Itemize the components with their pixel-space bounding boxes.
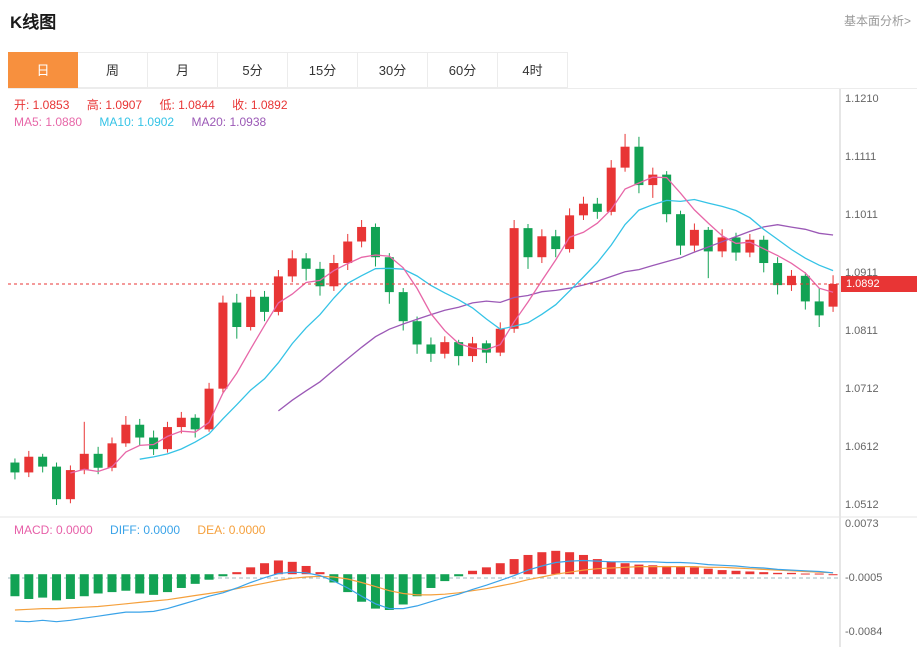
tab-60min[interactable]: 60分 <box>428 52 498 88</box>
macd-legend: MACD: 0.0000 DIFF: 0.0000 DEA: 0.0000 <box>14 523 279 537</box>
open-value: 开: 1.0853 <box>14 98 70 112</box>
timeframe-tabbar: 日 周 月 5分 15分 30分 60分 4时 <box>8 52 917 89</box>
y-axis-label: 1.0712 <box>845 383 879 395</box>
tab-4hour[interactable]: 4时 <box>498 52 568 88</box>
current-price-tag: 1.0892 <box>841 276 917 292</box>
y-axis-label: 1.0811 <box>845 325 878 337</box>
ma20-value: MA20: 1.0938 <box>191 115 267 129</box>
ma-legend: MA5: 1.0880 MA10: 1.0902 MA20: 1.0938 <box>14 115 280 129</box>
macd-axis-label: -0.0084 <box>845 626 883 638</box>
tab-15min[interactable]: 15分 <box>288 52 358 88</box>
dea-value: DEA: 0.0000 <box>197 523 266 537</box>
tab-month[interactable]: 月 <box>148 52 218 88</box>
ohlc-legend: 开: 1.0853 高: 1.0907 低: 1.0844 收: 1.0892 <box>14 96 302 113</box>
diff-value: DIFF: 0.0000 <box>110 523 181 537</box>
page-title: K线图 <box>10 13 57 32</box>
close-value: 收: 1.0892 <box>232 98 288 112</box>
ma5-value: MA5: 1.0880 <box>14 115 83 129</box>
macd-value: MACD: 0.0000 <box>14 523 93 537</box>
tab-30min[interactable]: 30分 <box>358 52 428 88</box>
ma10-value: MA10: 1.0902 <box>99 115 175 129</box>
y-axis-label: 1.1111 <box>845 151 877 163</box>
y-axis-label: 1.1210 <box>845 93 879 105</box>
tab-day[interactable]: 日 <box>8 52 78 88</box>
high-value: 高: 1.0907 <box>86 98 143 112</box>
y-axis-label: 1.0612 <box>845 441 879 453</box>
y-axis-label: 1.0512 <box>845 499 879 511</box>
y-axis-label: 1.1011 <box>845 209 878 221</box>
fundamental-analysis-link[interactable]: 基本面分析> <box>843 14 911 28</box>
low-value: 低: 1.0844 <box>159 98 215 112</box>
macd-axis-label: -0.0005 <box>845 572 883 584</box>
tab-week[interactable]: 周 <box>78 52 148 88</box>
macd-axis-label: 0.0073 <box>845 518 879 530</box>
tab-5min[interactable]: 5分 <box>218 52 288 88</box>
